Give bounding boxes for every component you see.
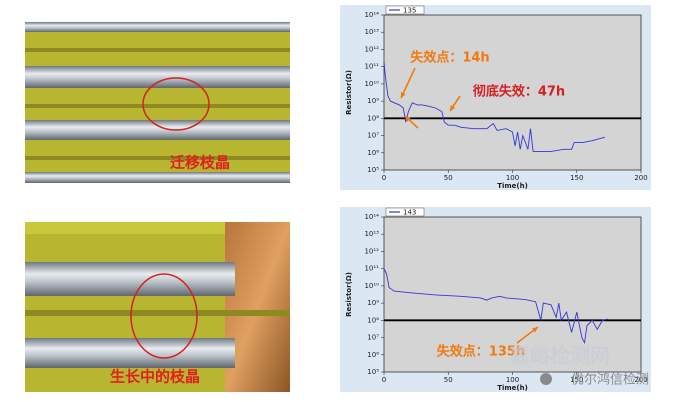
x-tick-label: 50 bbox=[444, 376, 453, 384]
photo-caption: 生长中的枝晶 bbox=[110, 368, 200, 386]
x-tick-label: 150 bbox=[570, 174, 583, 182]
y-tick-label: 10¹³ bbox=[364, 28, 379, 36]
y-axis-label: Resistor(Ω) bbox=[345, 70, 353, 115]
x-tick-label: 100 bbox=[506, 376, 519, 384]
y-tick-label: 10⁶ bbox=[367, 351, 379, 359]
arrow-head bbox=[405, 116, 411, 122]
plot-area bbox=[383, 14, 642, 171]
photo: 生长中的枝晶 bbox=[25, 222, 290, 392]
y-tick-label: 10¹² bbox=[364, 247, 379, 255]
legend-label: 135 bbox=[403, 7, 416, 15]
x-axis-label: Time(h) bbox=[497, 384, 528, 392]
arrow-head bbox=[450, 105, 456, 111]
x-axis-label: Time(h) bbox=[497, 182, 528, 190]
annotation: 失效点：14h bbox=[410, 50, 489, 66]
annotation: 失效点：135h bbox=[437, 344, 525, 360]
y-tick-label: 10¹⁰ bbox=[364, 282, 379, 290]
y-tick-label: 10⁵ bbox=[367, 368, 379, 376]
x-tick-label: 0 bbox=[382, 376, 386, 384]
x-tick-label: 0 bbox=[382, 174, 386, 182]
arrow-head bbox=[400, 92, 406, 98]
y-tick-label: 10⁷ bbox=[367, 334, 379, 342]
x-tick-label: 50 bbox=[444, 174, 453, 182]
photo: 迁移枝晶 bbox=[25, 22, 290, 183]
y-tick-label: 10¹⁴ bbox=[364, 11, 379, 19]
y-tick-label: 10¹¹ bbox=[364, 265, 379, 273]
x-tick-label: 150 bbox=[570, 376, 583, 384]
y-tick-label: 10¹³ bbox=[364, 230, 379, 238]
legend-box bbox=[385, 207, 425, 217]
y-tick-label: 10¹⁴ bbox=[364, 213, 379, 221]
legend-label: 143 bbox=[403, 209, 416, 217]
watermark: 嘉峪检测网 bbox=[509, 344, 610, 368]
y-tick-label: 10⁹ bbox=[367, 97, 379, 105]
y-tick-label: 10⁸ bbox=[367, 316, 379, 324]
y-tick-label: 10¹² bbox=[364, 45, 379, 53]
arrow-head bbox=[532, 327, 538, 333]
y-tick-label: 10⁵ bbox=[367, 166, 379, 174]
x-tick-label: 200 bbox=[634, 174, 647, 182]
y-tick-label: 10⁷ bbox=[367, 132, 379, 140]
y-axis-label: Resistor(Ω) bbox=[345, 272, 353, 317]
y-tick-label: 10¹⁰ bbox=[364, 80, 379, 88]
x-tick-label: 200 bbox=[634, 376, 647, 384]
legend-box bbox=[385, 5, 425, 15]
data-line bbox=[383, 61, 606, 152]
x-tick-label: 100 bbox=[506, 174, 519, 182]
annotation: 彻底失效：47h bbox=[472, 84, 565, 100]
watermark: 优尔鸿信检测 bbox=[571, 372, 649, 388]
y-tick-label: 10⁶ bbox=[367, 149, 379, 157]
y-tick-label: 10⁸ bbox=[367, 114, 379, 122]
data-line bbox=[383, 268, 608, 345]
arrow-shaft bbox=[400, 67, 416, 99]
y-tick-label: 10¹¹ bbox=[364, 63, 379, 71]
y-tick-label: 10⁹ bbox=[367, 299, 379, 307]
wechat-icon bbox=[540, 373, 552, 385]
photo-caption: 迁移枝晶 bbox=[170, 154, 230, 172]
